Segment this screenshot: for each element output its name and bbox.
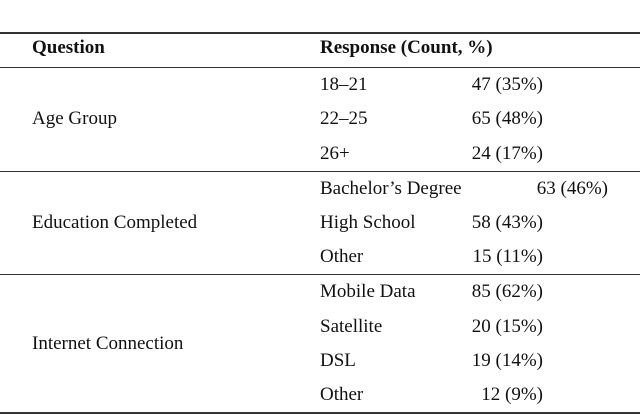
response-count: 65 (48%) (471, 108, 543, 130)
response-count: 58 (43%) (471, 211, 543, 233)
response-label: Mobile Data (320, 281, 416, 303)
question-cell: Internet Connection (32, 332, 184, 354)
response-label: DSL (320, 349, 356, 371)
response-label: High School (320, 211, 416, 233)
response-count: 85 (62%) (471, 281, 543, 303)
header-response: Response (Count, %) (320, 37, 493, 58)
response-count: 19 (14%) (471, 349, 543, 371)
response-label: Satellite (320, 315, 383, 337)
group-rule (0, 274, 640, 275)
top-rule (0, 32, 640, 34)
question-cell: Education Completed (32, 211, 198, 233)
response-label: 18–21 (320, 74, 368, 96)
response-count: 20 (15%) (471, 315, 543, 337)
response-count: 24 (17%) (471, 142, 543, 164)
group-rule (0, 171, 640, 172)
response-label: Bachelor’s Degree (320, 177, 462, 199)
response-count: 15 (11%) (472, 246, 543, 268)
header-rule (0, 67, 640, 68)
response-count: 12 (9%) (481, 383, 543, 405)
question-cell: Age Group (32, 108, 117, 130)
header-question: Question (32, 37, 105, 58)
response-label: Other (320, 383, 364, 405)
response-count: 63 (46%) (536, 177, 608, 199)
response-label: Other (320, 246, 364, 268)
response-count: 47 (35%) (471, 74, 543, 96)
response-label: 22–25 (320, 108, 368, 130)
response-label: 26+ (320, 142, 350, 164)
